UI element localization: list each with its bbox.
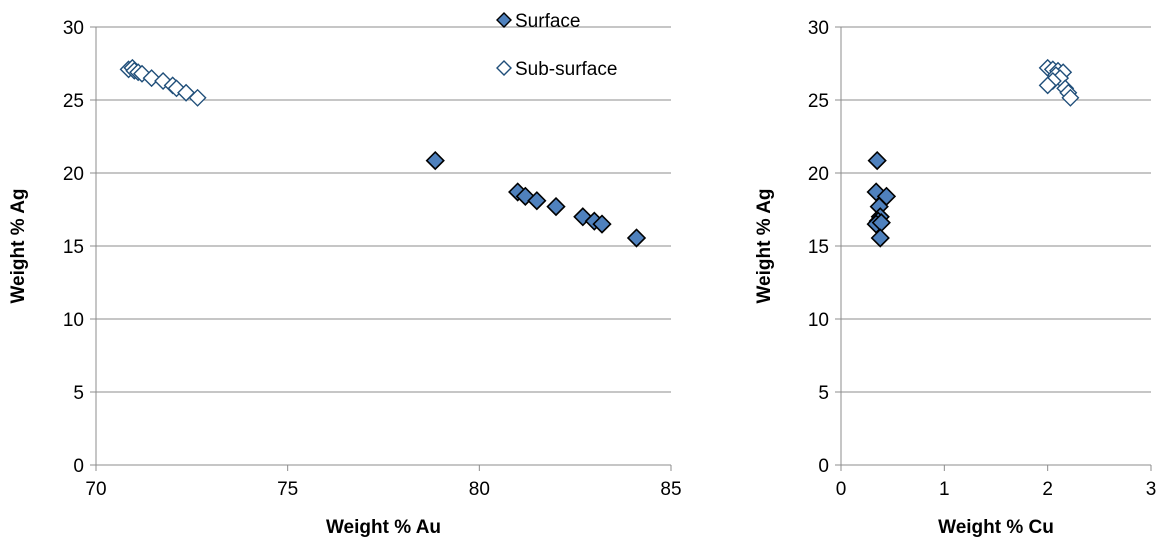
y-tick-label: 5: [73, 383, 84, 404]
y-axis-title: Weight % Ag: [754, 188, 775, 303]
y-tick-label: 5: [818, 383, 829, 404]
surface-point: [592, 214, 612, 234]
y-tick-label: 0: [73, 456, 84, 477]
y-tick-label: 20: [63, 164, 84, 185]
legend-marker-sub-surface: [496, 60, 512, 76]
x-tick-label: 1: [939, 479, 950, 500]
sub-surface-point: [1038, 76, 1057, 95]
chart-au-vs-ag: 0 5 10 15 20 25 30 70 75 80 85 Weight % Au Weight % …: [8, 11, 682, 538]
x-tick-label: 0: [836, 479, 847, 500]
y-tick-label: 15: [63, 237, 84, 258]
surface-point: [546, 196, 566, 217]
legend: Surface Sub-surface: [496, 11, 617, 80]
x-tick-label: 70: [85, 479, 106, 500]
surface-point: [867, 150, 887, 171]
x-axis-title: Weight % Au: [326, 517, 441, 538]
y-tick-label: 25: [808, 91, 829, 112]
legend-label: Surface: [515, 11, 580, 32]
y-tick-label: 20: [808, 164, 829, 185]
legend-label: Sub-surface: [515, 59, 617, 80]
legend-marker-surface: [496, 12, 512, 28]
sub-surface-point: [188, 88, 207, 107]
y-tick-label: 15: [808, 237, 829, 258]
x-tick-label: 2: [1042, 479, 1053, 500]
x-axis-title: Weight % Cu: [938, 517, 1054, 538]
y-tick-label: 30: [63, 18, 84, 39]
x-tick-label: 75: [277, 479, 298, 500]
surface-point: [626, 228, 647, 248]
x-tick-label: 3: [1146, 479, 1157, 500]
y-tick-label: 25: [63, 91, 84, 112]
x-tick-label: 85: [660, 479, 681, 500]
surface-point: [527, 191, 547, 211]
chart-cu-vs-ag: 0 5 10 15 20 25 30 0 1 2 3 Weight % Cu Weight % Ag: [754, 18, 1156, 538]
sub-surface-point: [1061, 88, 1080, 107]
surface-point: [870, 228, 890, 248]
y-tick-label: 0: [818, 456, 829, 477]
x-tick-label: 80: [469, 479, 490, 500]
y-tick-label: 10: [63, 310, 84, 331]
y-axis-title: Weight % Ag: [8, 188, 29, 303]
y-tick-label: 10: [808, 310, 829, 331]
surface-point: [425, 150, 445, 171]
y-tick-label: 30: [808, 18, 829, 39]
